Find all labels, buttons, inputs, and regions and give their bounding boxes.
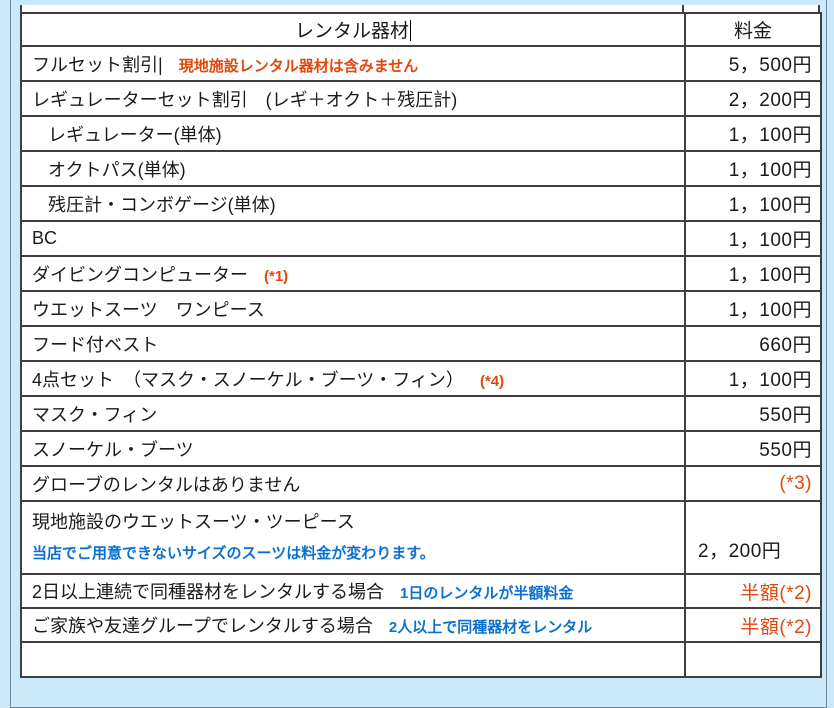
equipment-header-cell[interactable]: レンタル器材: [20, 12, 686, 47]
table-row: 残圧計・コンボゲージ(単体) 1，100円: [20, 185, 822, 222]
equipment-label: グローブのレンタルはありません: [32, 474, 301, 495]
equipment-label: ダイビングコンピューター: [32, 264, 248, 285]
price-cell[interactable]: 2，200円: [684, 500, 822, 575]
table-row: レギュレーターセット割引 (レギ＋オクト＋残圧計) 2，200円: [20, 80, 822, 117]
equipment-note: 現地施設レンタル器材は含みません: [178, 57, 419, 75]
equipment-cell[interactable]: ダイビングコンピューター (*1): [20, 255, 686, 292]
table-row: レギュレーター(単体) 1，100円: [20, 115, 822, 152]
price-cell[interactable]: 1，100円: [684, 290, 822, 327]
equipment-label: レギュレーター(単体): [48, 124, 222, 145]
empty-row: [20, 641, 822, 678]
table-row: ご家族や友達グループでレンタルする場合 2人以上で同種器材をレンタル 半額(*2): [20, 607, 822, 643]
equipment-cell[interactable]: マスク・フィン: [20, 395, 686, 432]
equipment-cell[interactable]: オクトパス(単体): [20, 150, 686, 187]
price-cell[interactable]: 1，100円: [684, 150, 822, 187]
equipment-label: フルセット割引|: [32, 54, 163, 75]
equipment-cell[interactable]: 4点セット （マスク・スノーケル・ブーツ・フィン） (*4): [20, 360, 686, 397]
price-cell[interactable]: 1，100円: [684, 220, 822, 257]
rental-table: レンタル器材 料金 フルセット割引| 現地施設レンタル器材は含みません 5，500円…: [20, 12, 822, 678]
equipment-note: (*1): [264, 267, 289, 285]
price-cell[interactable]: 1，100円: [684, 360, 822, 397]
table-row: グローブのレンタルはありません (*3): [20, 465, 822, 502]
table-row: ウエットスーツ ワンピース 1，100円: [20, 290, 822, 327]
equipment-cell[interactable]: レギュレーターセット割引 (レギ＋オクト＋残圧計): [20, 80, 686, 117]
equipment-label: 現地施設のウエットスーツ・ツーピース: [32, 512, 355, 532]
equipment-cell[interactable]: レギュレーター(単体): [20, 115, 686, 152]
equipment-note: 2人以上で同種器材をレンタル: [388, 619, 593, 636]
table-row: BC 1，100円: [20, 220, 822, 257]
table-header-row: レンタル器材 料金: [20, 12, 822, 47]
price-cell[interactable]: 1，100円: [684, 185, 822, 222]
price-cell[interactable]: 1，100円: [684, 255, 822, 292]
equipment-label: フード付ベスト: [32, 334, 159, 355]
equipment-cell[interactable]: 2日以上連続で同種器材をレンタルする場合 1日のレンタルが半額料金: [20, 573, 686, 609]
equipment-note: 1日のレンタルが半額料金: [400, 585, 574, 602]
table-row: 現地施設のウエットスーツ・ツーピース当店でご用意できないサイズのスーツは料金が変…: [20, 500, 822, 575]
table-row: 4点セット （マスク・スノーケル・ブーツ・フィン） (*4) 1，100円: [20, 360, 822, 397]
equipment-cell[interactable]: 残圧計・コンボゲージ(単体): [20, 185, 686, 222]
table-row: フード付ベスト 660円: [20, 325, 822, 362]
text-cursor: [410, 20, 411, 41]
equipment-label: スノーケル・ブーツ: [32, 439, 194, 460]
equipment-label: ウエットスーツ ワンピース: [32, 299, 265, 320]
price-cell[interactable]: 半額(*2): [684, 607, 822, 643]
price-cell[interactable]: 660円: [684, 325, 822, 362]
equipment-cell[interactable]: フード付ベスト: [20, 325, 686, 362]
price-cell[interactable]: 半額(*2): [684, 573, 822, 609]
table-row: オクトパス(単体) 1，100円: [20, 150, 822, 187]
equipment-cell[interactable]: スノーケル・ブーツ: [20, 430, 686, 467]
table-row: ダイビングコンピューター (*1) 1，100円: [20, 255, 822, 292]
cutoff-row-sliver: [20, 5, 820, 12]
equipment-label: 4点セット （マスク・スノーケル・ブーツ・フィン）: [32, 369, 464, 390]
equipment-label: レギュレーターセット割引 (レギ＋オクト＋残圧計): [32, 89, 458, 110]
table-row: スノーケル・ブーツ 550円: [20, 430, 822, 467]
table-row: フルセット割引| 現地施設レンタル器材は含みません 5，500円: [20, 45, 822, 82]
equipment-cell[interactable]: 現地施設のウエットスーツ・ツーピース当店でご用意できないサイズのスーツは料金が変…: [20, 500, 686, 575]
equipment-cell[interactable]: BC: [20, 220, 686, 257]
price-cell[interactable]: (*3): [684, 465, 822, 502]
equipment-label: オクトパス(単体): [48, 159, 186, 180]
equipment-label: BC: [32, 228, 58, 248]
table-row: 2日以上連続で同種器材をレンタルする場合 1日のレンタルが半額料金 半額(*2): [20, 573, 822, 609]
equipment-cell[interactable]: ウエットスーツ ワンピース: [20, 290, 686, 327]
equipment-label: 2日以上連続で同種器材をレンタルする場合: [32, 582, 385, 602]
equipment-cell[interactable]: [20, 641, 686, 678]
equipment-cell[interactable]: グローブのレンタルはありません: [20, 465, 686, 502]
price-cell[interactable]: 5，500円: [684, 45, 822, 82]
table-body: フルセット割引| 現地施設レンタル器材は含みません 5，500円 レギュレーターセット…: [20, 45, 822, 678]
equipment-cell[interactable]: フルセット割引| 現地施設レンタル器材は含みません: [20, 45, 686, 82]
equipment-note: (*4): [479, 372, 505, 390]
fee-header-cell[interactable]: 料金: [684, 12, 822, 47]
equipment-header-label: レンタル器材: [294, 21, 409, 42]
equipment-label: 残圧計・コンボゲージ(単体): [48, 194, 276, 215]
table-row: マスク・フィン 550円: [20, 395, 822, 432]
equipment-note: 当店でご用意できないサイズのスーツは料金が変わります。: [32, 545, 435, 562]
equipment-label: ご家族や友達グループでレンタルする場合: [32, 616, 373, 636]
equipment-label: マスク・フィン: [32, 404, 158, 425]
price-cell[interactable]: 550円: [684, 395, 822, 432]
rental-price-table: レンタル器材 料金 フルセット割引| 現地施設レンタル器材は含みません 5，500円…: [20, 5, 822, 678]
price-cell[interactable]: 1，100円: [684, 115, 822, 152]
price-cell[interactable]: 550円: [684, 430, 822, 467]
price-cell[interactable]: 2，200円: [684, 80, 822, 117]
equipment-cell[interactable]: ご家族や友達グループでレンタルする場合 2人以上で同種器材をレンタル: [20, 607, 686, 643]
price-cell[interactable]: [684, 641, 822, 678]
